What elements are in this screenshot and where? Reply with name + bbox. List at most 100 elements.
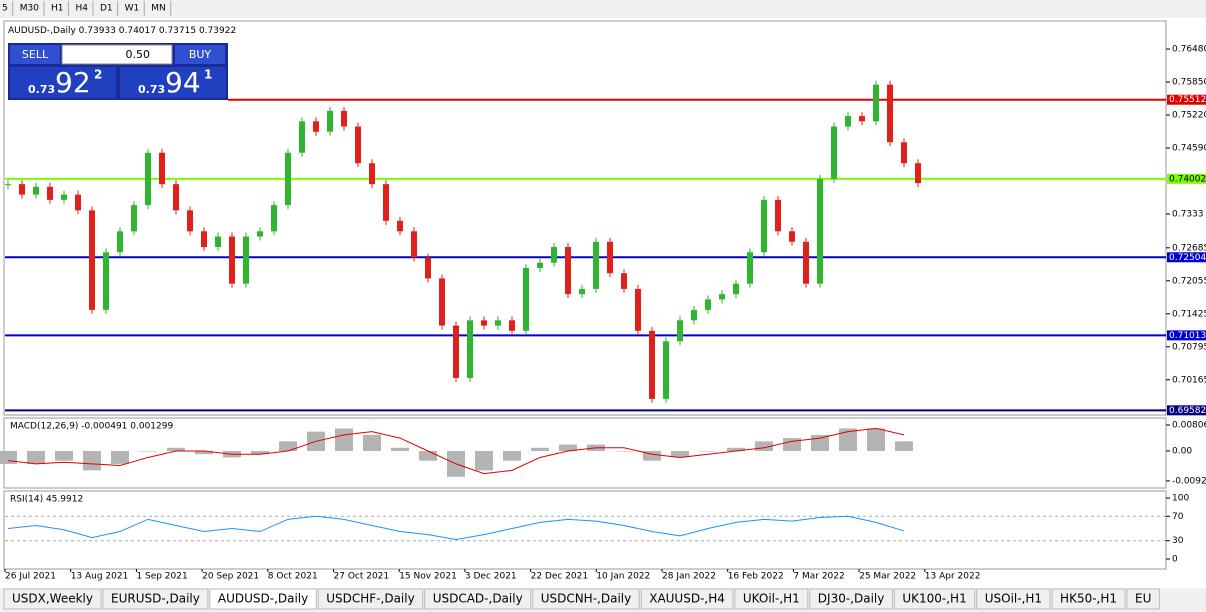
symbol: AUDUSD-,Daily bbox=[8, 26, 76, 36]
candle bbox=[257, 231, 263, 237]
macd-bar bbox=[27, 451, 45, 464]
tab[interactable] bbox=[102, 588, 209, 610]
candle bbox=[859, 116, 865, 122]
y-tick-label: 0.72685 bbox=[1172, 243, 1206, 253]
tab[interactable] bbox=[1126, 588, 1160, 610]
candle bbox=[411, 231, 417, 258]
trade-panel: SELL 0.50 BUY 0.73 92 2 0.73 94 1 bbox=[8, 43, 228, 100]
y-tick-label: 0.7333 bbox=[1172, 210, 1204, 220]
sell-label[interactable]: SELL bbox=[22, 48, 49, 61]
tab[interactable] bbox=[1051, 588, 1126, 610]
tab[interactable] bbox=[209, 588, 317, 610]
x-tick-label: 20 Sep 2021 bbox=[202, 572, 259, 582]
candle bbox=[173, 184, 179, 211]
candle bbox=[845, 116, 851, 127]
timeframe-button[interactable]: M30 bbox=[20, 4, 39, 14]
macd-bar bbox=[839, 428, 857, 451]
candle bbox=[579, 288, 585, 295]
candle bbox=[467, 320, 473, 378]
buy-button[interactable] bbox=[175, 45, 225, 64]
candle bbox=[201, 231, 207, 248]
price-tag bbox=[1167, 330, 1206, 341]
tab-label[interactable]: HK50-,H1 bbox=[1060, 592, 1117, 606]
chart-header: AUDUSD-,Daily 0.73933 0.74017 0.73715 0.… bbox=[8, 26, 236, 36]
tab[interactable] bbox=[424, 588, 532, 610]
tab-label[interactable]: EU bbox=[1135, 592, 1151, 606]
tab-label[interactable]: XAUUSD-,H4 bbox=[649, 592, 725, 606]
macd-bar bbox=[559, 444, 577, 451]
candle bbox=[313, 121, 319, 132]
tab[interactable] bbox=[809, 588, 893, 610]
buy-price-box[interactable] bbox=[120, 67, 226, 98]
tab[interactable] bbox=[734, 588, 809, 610]
timeframe-button[interactable]: D1 bbox=[100, 4, 113, 14]
candle bbox=[481, 320, 487, 326]
macd-bar bbox=[251, 451, 269, 455]
candle bbox=[131, 205, 137, 232]
close: 0.73922 bbox=[199, 26, 236, 36]
timeframe-button[interactable]: H4 bbox=[75, 4, 88, 14]
candle bbox=[187, 210, 193, 232]
timeframe-button[interactable]: 5 bbox=[2, 4, 8, 14]
tab[interactable] bbox=[317, 588, 424, 610]
x-tick-label: 1 Sep 2021 bbox=[136, 572, 187, 582]
price-tag-label: 0.71013 bbox=[1169, 331, 1206, 341]
timeframe-button[interactable]: MN bbox=[151, 4, 166, 14]
macd-bar bbox=[755, 441, 773, 451]
macd-bar bbox=[671, 451, 689, 458]
tab-label[interactable]: USDCNH-,Daily bbox=[541, 592, 632, 606]
candle bbox=[397, 220, 403, 232]
candle bbox=[593, 241, 599, 289]
macd-bar bbox=[363, 434, 381, 451]
tab-label[interactable]: UK100-,H1 bbox=[902, 592, 966, 606]
tab-label[interactable]: UKOil-,H1 bbox=[743, 592, 800, 606]
candle bbox=[803, 241, 809, 284]
tab-label[interactable]: DJ30-,Daily bbox=[818, 592, 885, 606]
tab[interactable] bbox=[640, 588, 734, 610]
buy-label[interactable]: BUY bbox=[189, 48, 212, 61]
sell-price-box[interactable] bbox=[10, 67, 116, 98]
tab-label[interactable]: EURUSD-,Daily bbox=[111, 592, 200, 606]
tab-label[interactable]: AUDUSD-,Daily bbox=[218, 592, 308, 606]
x-tick-label: 25 Mar 2022 bbox=[859, 572, 916, 582]
candle bbox=[705, 299, 711, 310]
lot-value[interactable]: 0.50 bbox=[126, 48, 151, 61]
tab-label[interactable]: USDCHF-,Daily bbox=[326, 592, 414, 606]
y-tick-label: 0.72055 bbox=[1172, 276, 1206, 286]
y-tick-label: -0.009281 bbox=[1172, 476, 1206, 486]
timeframe-button[interactable]: W1 bbox=[125, 4, 140, 14]
x-tick-label: 13 Aug 2021 bbox=[71, 572, 129, 582]
macd-bar bbox=[699, 451, 717, 452]
candle bbox=[537, 262, 543, 268]
candle bbox=[159, 152, 165, 185]
timeframe-button[interactable]: H1 bbox=[51, 4, 64, 14]
x-tick-label: 8 Oct 2021 bbox=[268, 572, 318, 582]
candle bbox=[719, 294, 725, 300]
sell-button[interactable] bbox=[10, 45, 60, 64]
macd-bar bbox=[475, 451, 493, 471]
macd-bar bbox=[195, 451, 213, 455]
macd-bar bbox=[83, 451, 101, 471]
tab-label[interactable]: USDX,Weekly bbox=[12, 592, 93, 606]
candle bbox=[299, 121, 305, 153]
tab[interactable] bbox=[893, 588, 976, 610]
candle bbox=[565, 247, 571, 295]
tab[interactable] bbox=[3, 588, 102, 610]
tab[interactable] bbox=[532, 588, 640, 610]
macd-bar bbox=[279, 441, 297, 451]
tab-label[interactable]: USDCAD-,Daily bbox=[433, 592, 523, 606]
y-tick-label: 30 bbox=[1172, 536, 1184, 546]
candle bbox=[5, 184, 11, 186]
tab[interactable] bbox=[976, 588, 1051, 610]
candle bbox=[733, 283, 739, 295]
lot-input[interactable] bbox=[61, 44, 173, 65]
price-tag-label: 0.74002 bbox=[1169, 174, 1206, 184]
candle bbox=[551, 247, 557, 263]
price-tag-label: 0.75512 bbox=[1169, 95, 1206, 105]
macd-bar bbox=[167, 447, 185, 451]
tab-label[interactable]: USOil-,H1 bbox=[985, 592, 1042, 606]
buy-prefix: 0.73 bbox=[138, 83, 165, 96]
candle bbox=[145, 152, 151, 206]
x-tick-label: 16 Feb 2022 bbox=[728, 572, 784, 582]
